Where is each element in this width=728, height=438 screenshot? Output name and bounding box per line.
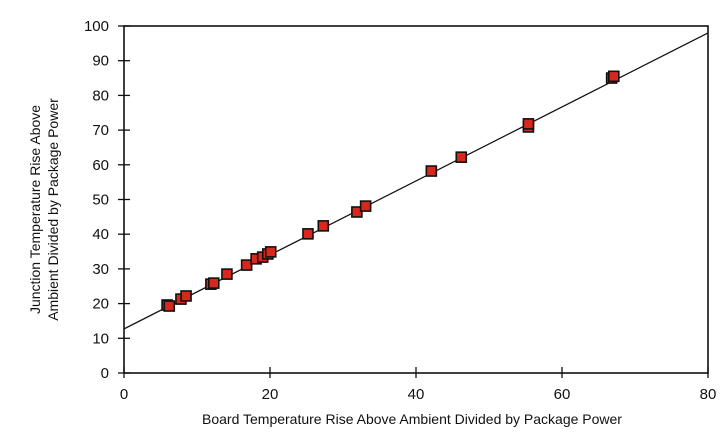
y-axis-ticks: 0 10 20 30 40 50 60 70 80 90 100 — [84, 18, 130, 382]
data-point — [207, 277, 220, 289]
data-point — [608, 70, 620, 83]
data-point — [359, 200, 372, 212]
data-point — [180, 290, 192, 302]
data-point — [163, 300, 176, 312]
data-point — [455, 151, 468, 163]
y-tick-label: 40 — [92, 226, 109, 243]
y-axis-title: Junction Temperature Rise Above Ambient D… — [27, 98, 61, 321]
x-axis-title: Board Temperature Rise Above Ambient Div… — [202, 411, 622, 427]
y-tick-label: 80 — [92, 87, 109, 104]
y-tick-label: 60 — [92, 157, 109, 174]
y-tick-label: 70 — [92, 122, 109, 139]
data-points — [161, 70, 620, 312]
data-point — [317, 220, 330, 232]
data-point — [221, 268, 233, 280]
x-tick-label: 0 — [120, 386, 128, 403]
y-tick-label: 10 — [92, 330, 109, 347]
data-point — [240, 259, 253, 271]
x-tick-label: 80 — [700, 386, 717, 403]
y-tick-label: 50 — [92, 192, 109, 209]
y-axis-title-line: Junction Temperature Rise Above — [27, 105, 43, 314]
y-tick-label: 100 — [84, 18, 109, 35]
x-axis-ticks: 0 20 40 60 80 — [120, 367, 717, 403]
y-tick-label: 20 — [92, 296, 109, 313]
x-tick-label: 40 — [408, 386, 425, 403]
y-tick-label: 0 — [101, 365, 109, 382]
y-axis-title-line: Ambient Divided by Package Power — [45, 98, 61, 321]
x-tick-label: 60 — [554, 386, 571, 403]
y-tick-label: 90 — [92, 53, 109, 70]
data-point — [425, 165, 438, 177]
y-tick-label: 30 — [92, 261, 109, 278]
data-point — [351, 206, 363, 218]
x-tick-label: 20 — [262, 386, 279, 403]
data-point — [264, 246, 277, 258]
data-point — [522, 118, 535, 130]
data-point — [302, 228, 314, 240]
